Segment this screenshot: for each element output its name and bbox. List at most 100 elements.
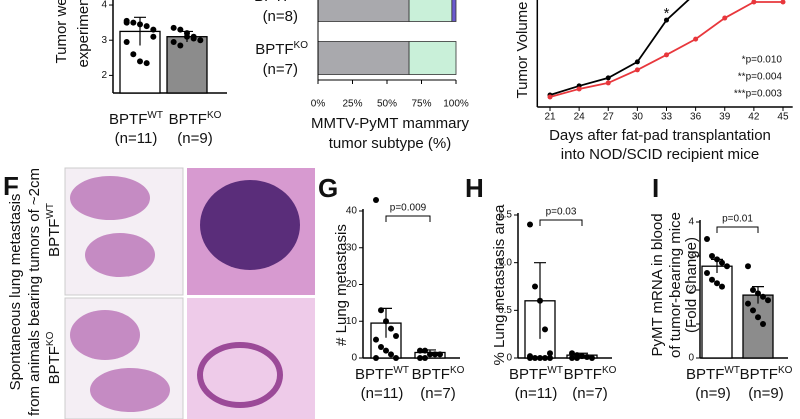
data-point [378,343,384,350]
data-point [751,0,757,5]
tissue [197,342,283,408]
category-superscript: KO [207,110,222,121]
data-point [760,293,766,300]
tissue [70,176,150,220]
significance-bracket [716,226,759,233]
y-tick-label: 2 [101,70,107,81]
y-axis-label: (Fold Change) [683,237,700,333]
category-name: BPTF [412,366,450,383]
x-tick-label: 21 [544,112,556,123]
category-superscript: WT [393,365,409,376]
x-tick-label: 75% [411,99,431,110]
data-point [197,37,204,44]
category-n: (n=9) [748,385,783,402]
x-tick-label: 42 [748,112,760,123]
y-tick-label: 20 [346,279,358,290]
data-point [143,23,150,30]
significance-bracket [539,219,583,226]
data-point [745,300,751,307]
category-name: BPTF [255,41,293,58]
data-point [373,336,379,343]
annotation: **p=0.004 [738,72,783,83]
data-point [709,253,715,259]
y-tick-label: 1.5 [498,210,512,221]
bar-segment [317,0,410,22]
data-point [177,26,184,33]
x-axis-label: MMTV-PyMT mammary [311,115,470,132]
y-tick-label: 30 [346,242,358,253]
x-tick-label: 36 [690,112,702,123]
row-label: BPTFKO [45,331,63,384]
data-point [417,355,423,361]
annotation: ***p=0.003 [734,89,783,100]
data-point [576,86,582,92]
panel-letter: G [318,173,338,203]
x-tick-label: 30 [632,112,644,123]
category-label: BPTFWT [509,365,563,383]
data-point [383,347,389,354]
tissue [90,368,170,412]
data-point [373,355,379,361]
data-point [378,307,384,314]
y-axis-label: Tumor Volume [514,2,531,99]
category-name: BPTF [740,366,778,383]
p-value: p=0.009 [390,203,427,214]
significance-bracket [385,215,431,222]
data-point [537,297,543,304]
data-point [150,26,157,33]
data-point [589,355,595,361]
data-point [422,355,428,361]
bar-segment [408,41,457,75]
data-point [123,19,130,26]
category-label: BPTFWT [254,0,308,5]
data-point [427,351,433,358]
category-name: BPTF [686,366,724,383]
x-tick-label: 33 [661,112,673,123]
x-tick-label: 50% [377,99,397,110]
data-point [547,350,553,357]
category-label: BPTFKO [740,365,793,383]
data-point [664,52,669,58]
panel-letter: F [3,171,19,201]
y-tick-label: 3 [688,251,694,262]
y-tick-label: 0 [506,353,512,364]
data-point [547,94,553,100]
x-tick-label: 27 [603,112,615,123]
annotation: *p=0.010 [742,55,783,66]
data-point [634,67,640,73]
data-point [714,256,720,263]
data-point [383,318,389,325]
data-point [704,236,710,242]
category-label: BPTFWT [686,365,740,383]
category-name: BPTF [109,111,147,128]
data-point [437,351,443,358]
data-point [143,60,150,67]
x-tick-label: 45 [777,112,789,123]
data-point [527,221,533,228]
panel-title: Spontaneous lung metastasis [7,194,24,391]
data-point [605,80,611,86]
category-name: BPTF [254,0,292,5]
category-n: (n=7) [420,385,455,402]
data-point [388,351,394,358]
data-point [569,350,575,357]
series-line [549,0,690,96]
category-n: (n=11) [515,385,558,402]
bar [166,36,208,94]
x-axis-label: tumor subtype (%) [329,135,452,152]
y-axis-label: PyMT mRNA in blood [649,213,666,356]
category-n: (n=11) [361,385,404,402]
category-n: (n=7) [572,385,607,402]
data-point [532,283,538,290]
y-axis-label: experimental end [75,0,92,68]
data-point [709,276,715,283]
y-axis-label: # Lung metastasis [333,224,350,346]
data-point [765,297,771,304]
panel-f: F Spontaneous lung metastasis from anima… [3,167,315,419]
data-point [130,51,137,58]
category-superscript: KO [294,40,309,51]
category-label: BPTFKO [169,110,222,128]
category-superscript: WT [147,110,163,121]
category-superscript: KO [778,365,793,376]
panel-letter: I [652,173,659,203]
